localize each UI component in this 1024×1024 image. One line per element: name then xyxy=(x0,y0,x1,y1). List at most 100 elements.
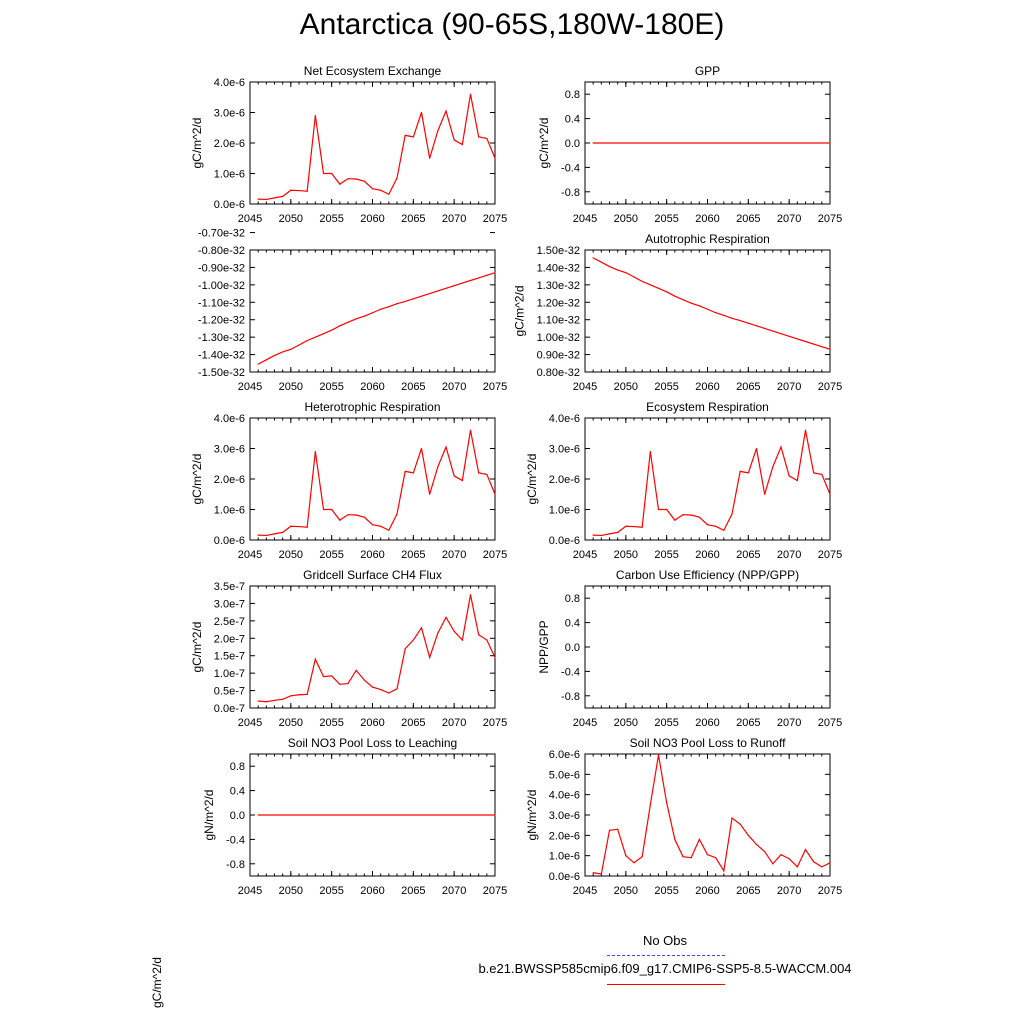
y-tick-label: 3.0e-7 xyxy=(214,598,245,610)
data-point xyxy=(461,143,463,146)
x-tick-label: 2070 xyxy=(777,717,801,729)
y-tick-label: 0.4 xyxy=(230,786,245,798)
x-tick-label: 2045 xyxy=(238,213,262,225)
x-tick-label: 2055 xyxy=(654,381,678,393)
data-point xyxy=(429,292,431,295)
x-tick-label: 2050 xyxy=(279,381,303,393)
data-point xyxy=(453,630,455,632)
data-point xyxy=(633,862,635,864)
x-tick-label: 2055 xyxy=(654,885,678,897)
y-tick-label: -0.80e-32 xyxy=(198,245,245,257)
data-point xyxy=(429,493,431,495)
data-point xyxy=(715,525,717,527)
data-point xyxy=(273,197,276,199)
data-point xyxy=(690,857,692,859)
chart-ch4: 2045 2050 2055 2060 2065 2070 2075 0.0e-7 0.5e-7… xyxy=(190,568,507,729)
x-tick-label: 2075 xyxy=(483,381,507,393)
data-point xyxy=(739,470,741,472)
data-point xyxy=(625,272,627,274)
x-tick-label: 2045 xyxy=(238,885,262,897)
x-tick-label: 2060 xyxy=(695,885,719,897)
data-point xyxy=(445,110,447,112)
data-point xyxy=(396,513,398,515)
data-point xyxy=(437,466,439,468)
x-tick-label: 2070 xyxy=(442,885,466,897)
data-point xyxy=(600,873,602,875)
legend-obs-label: No Obs xyxy=(642,933,688,948)
chart-title: Autotrophic Respiration xyxy=(645,232,770,246)
data-point xyxy=(478,136,480,138)
data-point xyxy=(494,814,496,816)
data-point xyxy=(804,848,807,851)
data-point xyxy=(723,529,725,531)
data-point xyxy=(363,180,365,182)
data-point xyxy=(298,344,300,346)
data-point xyxy=(412,639,414,641)
y-tick-label: 0.4 xyxy=(565,618,580,630)
data-point xyxy=(478,277,480,279)
data-point xyxy=(592,257,594,259)
data-point xyxy=(347,321,349,323)
y-tick-label: 0.0e-7 xyxy=(214,703,245,715)
data-point xyxy=(608,829,611,831)
y-tick-label: -1.50e-32 xyxy=(198,367,245,379)
data-point xyxy=(404,648,406,650)
data-point xyxy=(322,172,325,175)
data-point xyxy=(371,524,374,526)
x-tick-label: 2055 xyxy=(319,549,343,561)
data-point xyxy=(625,855,627,857)
data-point xyxy=(486,137,488,140)
data-point xyxy=(290,348,292,350)
plot-frame xyxy=(584,249,831,373)
y-tick-label: 4.0e-6 xyxy=(549,790,580,802)
x-tick-label: 2045 xyxy=(238,549,262,561)
y-tick-label: 1.0e-6 xyxy=(549,505,580,517)
y-tick-label: 3.0e-6 xyxy=(214,444,245,456)
data-point xyxy=(331,508,333,511)
chart-title: Carbon Use Efficiency (NPP/GPP) xyxy=(616,568,799,582)
y-tick-label: 0.0 xyxy=(565,138,580,150)
y-axis-label: gN/m^2/d xyxy=(202,790,216,841)
data-point xyxy=(478,472,480,474)
x-tick-label: 2070 xyxy=(777,213,801,225)
y-tick-label: 3.0e-6 xyxy=(549,810,580,822)
x-tick-label: 2050 xyxy=(279,885,303,897)
data-point xyxy=(355,318,357,320)
y-tick-label: 2.0e-6 xyxy=(549,830,580,842)
data-point xyxy=(306,190,308,192)
data-point xyxy=(469,279,472,282)
y-tick-label: 0.90e-32 xyxy=(537,350,580,362)
y-tick-label: 0.0e-6 xyxy=(549,535,580,547)
y-tick-label: 0.5e-7 xyxy=(214,686,245,698)
data-point xyxy=(282,531,284,533)
y-tick-label: 0.4 xyxy=(565,114,580,126)
data-point xyxy=(649,804,651,806)
data-point xyxy=(273,533,276,535)
plot-frame xyxy=(249,81,496,205)
data-point xyxy=(682,856,684,858)
data-point xyxy=(380,308,382,310)
data-point xyxy=(282,698,284,700)
x-tick-label: 2070 xyxy=(442,381,466,393)
series-line xyxy=(593,430,831,537)
legend-obs-line xyxy=(607,955,725,956)
chart-title: Heterotrophic Respiration xyxy=(304,400,440,414)
y-tick-label: 2.0e-6 xyxy=(214,474,245,486)
data-point xyxy=(380,525,382,527)
y-axis-label: NPP/GPP xyxy=(537,620,551,673)
data-point xyxy=(396,303,398,305)
x-tick-label: 2060 xyxy=(695,549,719,561)
data-point xyxy=(420,295,423,297)
y-tick-label: 1.20e-32 xyxy=(537,297,580,309)
x-tick-label: 2070 xyxy=(777,381,801,393)
chart-nee: 2045 2050 2055 2060 2065 2070 2075 0.0e-6 1.0e-6… xyxy=(190,64,507,225)
data-point xyxy=(723,870,725,872)
x-tick-label: 2065 xyxy=(401,549,425,561)
data-point xyxy=(469,93,472,95)
data-point xyxy=(420,627,423,629)
data-point xyxy=(780,446,782,448)
data-point xyxy=(478,634,480,636)
x-tick-label: 2055 xyxy=(319,381,343,393)
data-point xyxy=(788,475,790,477)
y-tick-label: 3.0e-6 xyxy=(214,108,245,120)
